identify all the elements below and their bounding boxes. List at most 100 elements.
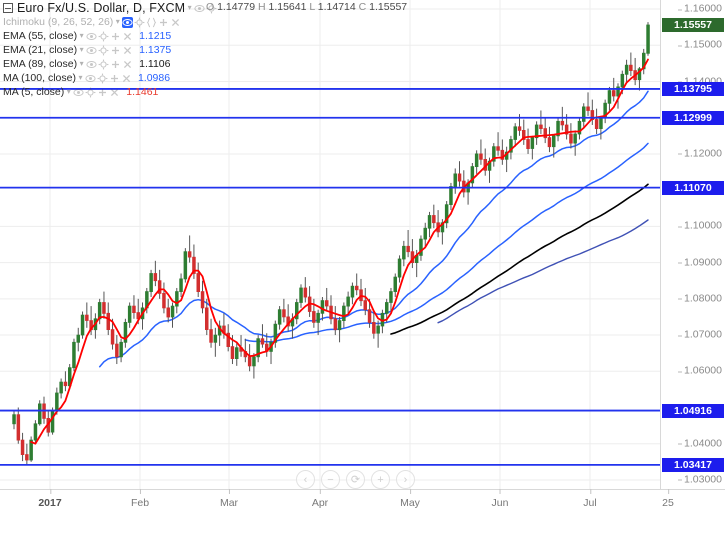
price-level-badge[interactable]: 1.04916 bbox=[662, 403, 724, 418]
eye-icon[interactable] bbox=[122, 16, 134, 28]
time-tick-label: Jun bbox=[491, 489, 509, 509]
chart-canvas[interactable] bbox=[0, 0, 660, 489]
time-tick-label: 25 bbox=[662, 489, 674, 509]
price-tick-label: 1.08000 bbox=[678, 292, 722, 305]
price-tick-label: 1.10000 bbox=[678, 219, 722, 232]
close-icon[interactable] bbox=[122, 59, 133, 70]
time-tick-label: 2017 bbox=[38, 489, 62, 509]
indicator-name: Ichimoku (9, 26, 52, 26) bbox=[3, 16, 114, 28]
close-icon[interactable] bbox=[122, 31, 133, 42]
price-level-badge[interactable]: 1.13795 bbox=[662, 81, 724, 96]
chart-nav-buttons: ‹ − ⟳ + › bbox=[296, 470, 415, 489]
indicator-value: 1.1215 bbox=[139, 30, 172, 42]
close-icon[interactable] bbox=[121, 73, 132, 84]
open-value: 1.14779 bbox=[217, 1, 256, 13]
chevron-down-icon[interactable]: ▾ bbox=[78, 72, 83, 82]
gear-icon[interactable] bbox=[134, 17, 145, 28]
price-level-badge[interactable]: 1.11070 bbox=[662, 180, 724, 195]
gear-icon[interactable] bbox=[98, 45, 109, 56]
plus-icon[interactable] bbox=[97, 87, 108, 98]
last-price-badge[interactable]: 1.15557 bbox=[662, 18, 724, 33]
reset-chart-button[interactable]: ⟳ bbox=[346, 470, 365, 489]
price-tick-label: 1.07000 bbox=[678, 328, 722, 341]
high-label: H bbox=[257, 1, 266, 13]
price-axis[interactable]: 1.160001.150001.140001.120001.100001.090… bbox=[660, 0, 725, 489]
time-tick-label: Apr bbox=[311, 489, 329, 509]
indicator-value: 1.0986 bbox=[137, 72, 171, 84]
indicator-name: MA (5, close) bbox=[3, 86, 65, 98]
chevron-down-icon[interactable]: ▾ bbox=[79, 30, 84, 40]
gridlines bbox=[0, 0, 660, 489]
gear-icon[interactable] bbox=[206, 3, 217, 14]
price-tick-label: 1.12000 bbox=[678, 147, 722, 160]
price-tick-label: 1.15000 bbox=[678, 38, 722, 51]
ohlc-readout: O 1.14779 H 1.15641 L 1.14714 C 1.15557 bbox=[206, 1, 407, 13]
gear-icon[interactable] bbox=[97, 73, 108, 84]
price-tick-label: 1.09000 bbox=[678, 256, 722, 269]
time-tick-label: Mar bbox=[219, 489, 239, 509]
zoom-in-button[interactable]: + bbox=[371, 470, 390, 489]
indicator-value: 1.1375 bbox=[139, 44, 172, 56]
symbol-title[interactable]: Euro Fx/U.S. Dollar, D, FXCM bbox=[17, 1, 186, 15]
price-tick-label: 1.16000 bbox=[678, 2, 722, 15]
plus-icon[interactable] bbox=[109, 73, 120, 84]
ma100-line bbox=[437, 219, 649, 324]
minus-box-icon[interactable] bbox=[3, 3, 13, 13]
indicator-value: 1.1106 bbox=[139, 58, 171, 70]
legend-row[interactable]: MA (100, close) ▾ 1.0986 bbox=[3, 71, 218, 85]
time-tick-label: Feb bbox=[130, 489, 150, 509]
eye-icon[interactable] bbox=[73, 87, 84, 98]
indicator-name: EMA (21, close) bbox=[3, 44, 78, 56]
ema55-line bbox=[244, 142, 649, 343]
scroll-right-button[interactable]: › bbox=[396, 470, 415, 489]
chevron-down-icon[interactable]: ▾ bbox=[66, 86, 71, 96]
zoom-out-button[interactable]: − bbox=[321, 470, 340, 489]
legend-title-row[interactable]: Euro Fx/U.S. Dollar, D, FXCM ▾ bbox=[3, 1, 218, 15]
price-tick-label: 1.06000 bbox=[678, 364, 722, 377]
chevron-down-icon[interactable]: ▾ bbox=[187, 2, 192, 12]
gear-icon[interactable] bbox=[98, 59, 109, 70]
plus-icon[interactable] bbox=[110, 59, 121, 70]
indicator-value: 1.1461 bbox=[126, 86, 159, 98]
low-label: L bbox=[309, 1, 315, 13]
legend-row[interactable]: MA (5, close) ▾ 1.1461 bbox=[3, 85, 218, 99]
chevron-down-icon[interactable]: ▾ bbox=[79, 44, 84, 54]
plus-icon[interactable] bbox=[158, 17, 169, 28]
close-icon[interactable] bbox=[109, 87, 120, 98]
eye-icon[interactable] bbox=[86, 59, 97, 70]
eye-icon[interactable] bbox=[85, 73, 96, 84]
chevron-down-icon[interactable]: ▾ bbox=[115, 16, 120, 26]
indicator-name: EMA (89, close) bbox=[3, 58, 78, 70]
legend-row[interactable]: EMA (21, close) ▾ 1.1375 bbox=[3, 43, 218, 57]
plus-icon[interactable] bbox=[110, 45, 121, 56]
price-level-badge[interactable]: 1.12999 bbox=[662, 110, 724, 125]
time-axis[interactable]: 2017 Feb Mar Apr May Jun Jul 25 bbox=[0, 489, 725, 515]
chart-legend: Euro Fx/U.S. Dollar, D, FXCM ▾ Ichimoku … bbox=[0, 0, 218, 99]
close-icon[interactable] bbox=[122, 45, 133, 56]
chevron-down-icon[interactable]: ▾ bbox=[79, 58, 84, 68]
chart-plot-area[interactable] bbox=[0, 0, 660, 489]
eye-icon[interactable] bbox=[194, 3, 205, 14]
price-level-badge[interactable]: 1.03417 bbox=[662, 457, 724, 472]
low-value: 1.14714 bbox=[317, 1, 356, 13]
close-value: 1.15557 bbox=[369, 1, 408, 13]
close-icon[interactable] bbox=[170, 17, 181, 28]
braces-icon[interactable] bbox=[146, 17, 157, 28]
indicator-name: MA (100, close) bbox=[3, 72, 76, 84]
legend-row[interactable]: EMA (55, close) ▾ 1.1215 bbox=[3, 29, 218, 43]
close-label: C bbox=[358, 1, 367, 13]
indicator-name: EMA (55, close) bbox=[3, 30, 78, 42]
eye-icon[interactable] bbox=[86, 45, 97, 56]
plus-icon[interactable] bbox=[110, 31, 121, 42]
time-tick-label: May bbox=[400, 489, 420, 509]
eye-icon[interactable] bbox=[86, 31, 97, 42]
ema89-line bbox=[390, 183, 649, 335]
gear-icon[interactable] bbox=[98, 31, 109, 42]
gear-icon[interactable] bbox=[85, 87, 96, 98]
price-tick-label: 1.04000 bbox=[678, 437, 722, 450]
high-value: 1.15641 bbox=[268, 1, 307, 13]
legend-row[interactable]: EMA (89, close) ▾ 1.1106 bbox=[3, 57, 218, 71]
open-label: O bbox=[206, 1, 215, 13]
legend-row[interactable]: Ichimoku (9, 26, 52, 26) ▾ bbox=[3, 15, 218, 29]
scroll-left-button[interactable]: ‹ bbox=[296, 470, 315, 489]
